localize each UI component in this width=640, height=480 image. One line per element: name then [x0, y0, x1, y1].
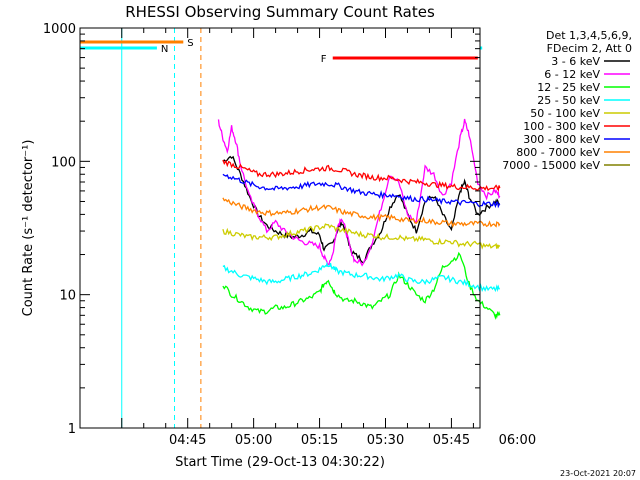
chart-title: RHESSI Observing Summary Count Rates [125, 3, 435, 21]
series-line-2 [222, 251, 501, 321]
y-axis-label: Count Rate (s⁻¹ detector⁻¹) [21, 140, 36, 317]
x-axis-label: Start Time (29-Oct-13 04:30:22) [175, 455, 385, 470]
y-axis: 1 10 100 1000 [43, 22, 480, 437]
legend-entry-label: 6 - 12 keV [544, 68, 600, 81]
timestamp: 23-Oct-2021 20:07 [560, 469, 636, 478]
legend-entry-label: 25 - 50 keV [537, 94, 600, 107]
x-tick-label: 05:30 [367, 433, 404, 448]
series-line-7 [222, 197, 501, 228]
legend-entry-label: 50 - 100 keV [530, 107, 600, 120]
legend-entry-label: 7000 - 15000 keV [502, 159, 600, 172]
y-tick-label: 10 [59, 289, 76, 304]
legend-entry-label: 300 - 800 keV [523, 133, 600, 146]
series-line-5 [222, 159, 501, 192]
plot-frame [79, 27, 481, 429]
legend-entry-label: 12 - 25 keV [537, 81, 600, 94]
x-tick-label: 05:00 [235, 433, 272, 448]
x-tick-label: 05:15 [301, 433, 338, 448]
y-tick-label: 100 [51, 155, 76, 170]
state-bar-label-N: N [161, 44, 168, 55]
state-bar-label-F: F [321, 54, 327, 65]
series-line-1 [217, 118, 501, 267]
series-line-6 [222, 173, 501, 209]
legend-entry-label: 800 - 7000 keV [516, 146, 600, 159]
y-tick-label: 1000 [43, 22, 76, 37]
legend-header: Det 1,3,4,5,6,9, [546, 29, 632, 42]
x-tick-label: 05:45 [433, 433, 470, 448]
legend-header: FDecim 2, Att 0 [547, 42, 632, 55]
series-line-0 [222, 155, 500, 264]
legend: Det 1,3,4,5,6,9,FDecim 2, Att 03 - 6 keV… [502, 29, 632, 172]
series-line-3 [222, 261, 501, 293]
legend-entry-label: 100 - 300 keV [523, 120, 600, 133]
state-bar-label-S: S [187, 38, 193, 49]
x-tick-label: 04:45 [169, 433, 206, 448]
series-line-4 [222, 223, 501, 250]
x-tick-label: 06:00 [499, 433, 536, 448]
x-axis: 04:45 05:00 05:15 05:30 05:45 06:00 [121, 28, 536, 448]
plot-area: S N F [80, 28, 501, 428]
y-tick-label: 1 [68, 422, 76, 437]
legend-entry-label: 3 - 6 keV [551, 55, 600, 68]
